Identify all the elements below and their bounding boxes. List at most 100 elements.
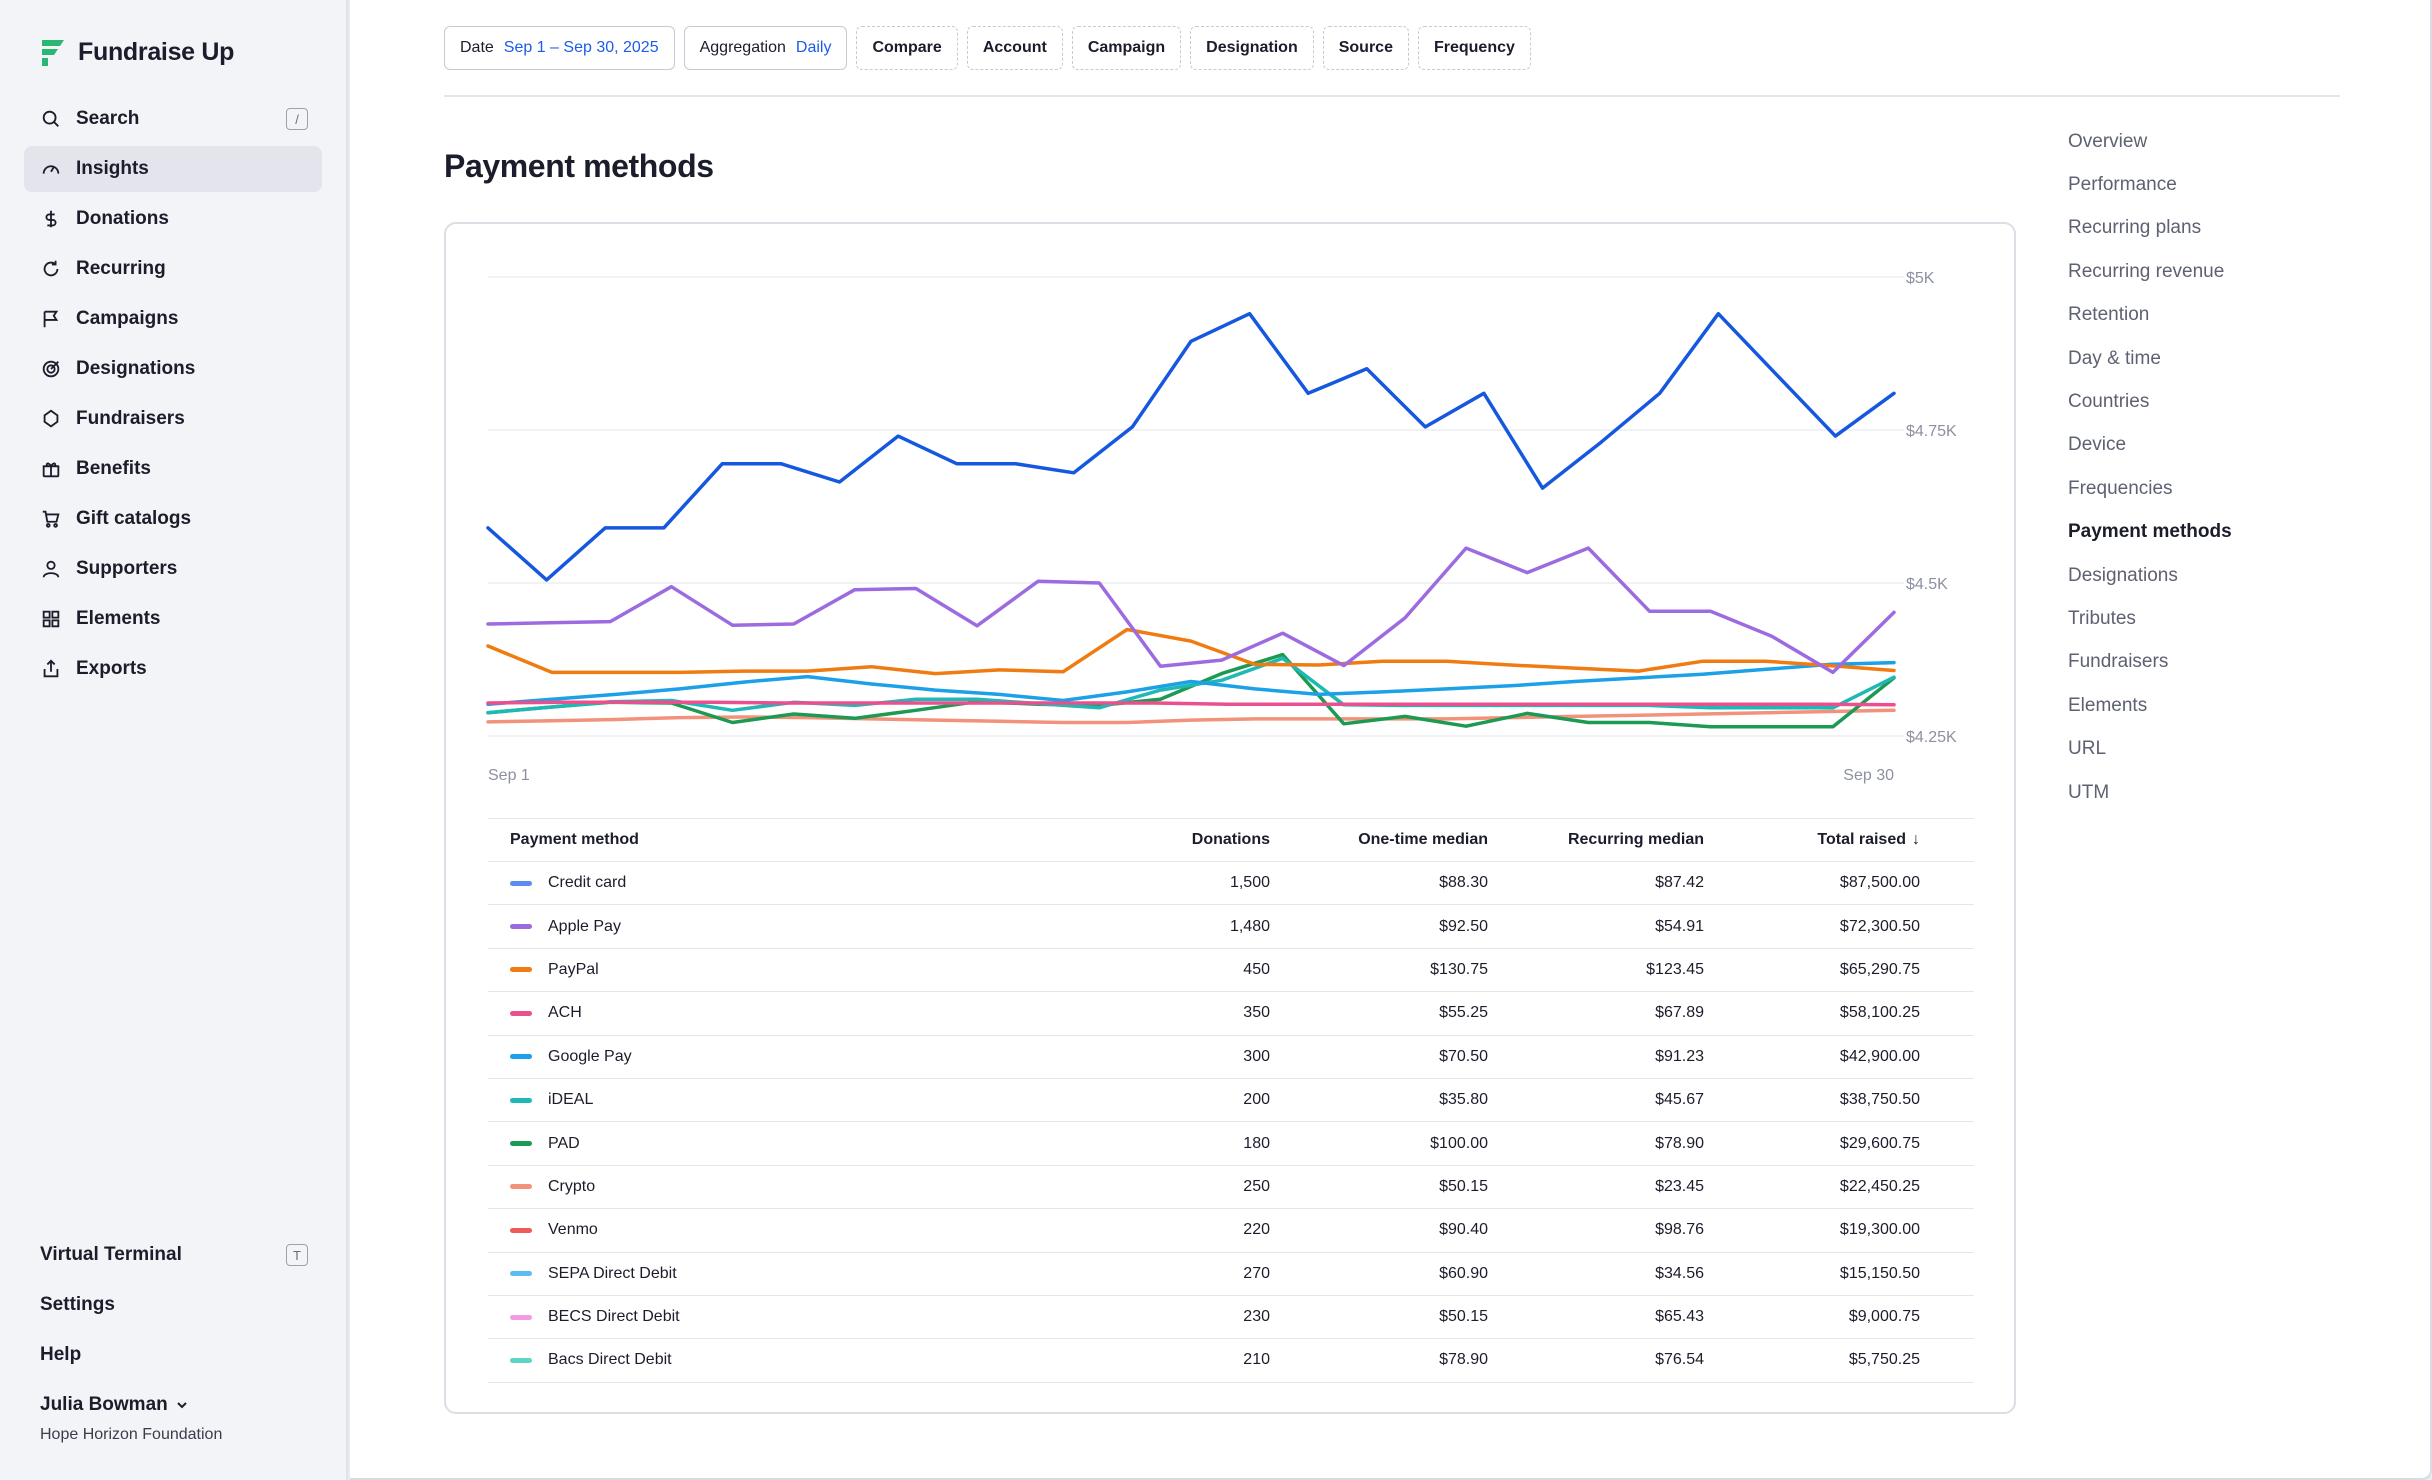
- series-swatch: [510, 1097, 532, 1103]
- section-link-designations[interactable]: Designations: [2068, 564, 2178, 586]
- cell-recurring-median: $34.56: [1655, 1264, 1704, 1282]
- section-link-elements[interactable]: Elements: [2068, 694, 2148, 716]
- series-line-credit-card[interactable]: [486, 311, 1896, 582]
- filter-compare[interactable]: Compare: [856, 26, 958, 70]
- cell-method: PayPal: [488, 961, 1088, 979]
- sidebar-item-label: Insights: [76, 158, 149, 179]
- search-icon: [40, 108, 62, 130]
- brand-logo[interactable]: Fundraise Up: [38, 34, 234, 70]
- section-link-retention[interactable]: Retention: [2068, 304, 2150, 326]
- col-header-total-label: Total raised: [1817, 831, 1906, 848]
- sidebar-item-gift-catalogs[interactable]: Gift catalogs: [24, 496, 322, 542]
- filter-campaign[interactable]: Campaign: [1071, 26, 1182, 70]
- sidebar-item-label: Recurring: [76, 258, 166, 279]
- cell-method: Crypto: [488, 1178, 1088, 1196]
- section-link-payment-methods[interactable]: Payment methods: [2068, 521, 2232, 543]
- table-row[interactable]: iDEAL 200 $35.80 $45.67 $38,750.50: [488, 1079, 1974, 1123]
- sidebar-item-insights[interactable]: Insights: [24, 146, 322, 192]
- table-row[interactable]: ACH 350 $55.25 $67.89 $58,100.25: [488, 992, 1974, 1036]
- sidebar-item-search[interactable]: Search /: [24, 96, 322, 142]
- series-swatch: [510, 1314, 532, 1320]
- sidebar-item-exports[interactable]: Exports: [24, 646, 322, 692]
- filter-date[interactable]: Date Sep 1 – Sep 30, 2025: [444, 26, 675, 70]
- sidebar-item-settings[interactable]: Settings: [24, 1282, 322, 1328]
- table-row[interactable]: PAD 180 $100.00 $78.90 $29,600.75: [488, 1122, 1974, 1166]
- table-row[interactable]: BECS Direct Debit 230 $50.15 $65.43 $9,000.7…: [488, 1296, 1974, 1340]
- sidebar-item-recurring[interactable]: Recurring: [24, 246, 322, 292]
- col-header-donations[interactable]: Donations: [1191, 831, 1270, 848]
- table-row[interactable]: PayPal 450 $130.75 $123.45 $65,290.75: [488, 949, 1974, 993]
- section-link-performance[interactable]: Performance: [2068, 174, 2177, 196]
- user-menu[interactable]: Julia Bowman Hope Horizon Foundation: [40, 1394, 222, 1444]
- sidebar-item-campaigns[interactable]: Campaigns: [24, 296, 322, 342]
- sidebar-item-fundraisers[interactable]: Fundraisers: [24, 396, 322, 442]
- series-line-google-pay[interactable]: [486, 660, 1896, 706]
- sidebar-item-benefits[interactable]: Benefits: [24, 446, 322, 492]
- sidebar-item-supporters[interactable]: Supporters: [24, 546, 322, 592]
- filter-label: Date: [460, 39, 494, 56]
- section-link-device[interactable]: Device: [2068, 434, 2127, 456]
- filter-source[interactable]: Source: [1322, 26, 1409, 70]
- cell-method: SEPA Direct Debit: [488, 1265, 1088, 1283]
- table-row[interactable]: SEPA Direct Debit 270 $60.90 $34.56 $15,150.…: [488, 1253, 1974, 1296]
- section-link-day-time[interactable]: Day & time: [2068, 347, 2161, 369]
- sidebar-item-label: Elements: [76, 608, 161, 629]
- col-header-recurring[interactable]: Recurring median: [1567, 831, 1704, 848]
- sidebar-item-donations[interactable]: Donations: [24, 196, 322, 242]
- section-link-countries[interactable]: Countries: [2068, 391, 2150, 413]
- method-name: SEPA Direct Debit: [548, 1264, 677, 1282]
- section-link-recurring-plans[interactable]: Recurring plans: [2068, 217, 2202, 239]
- filter-designation[interactable]: Designation: [1190, 26, 1314, 70]
- table-row[interactable]: Google Pay 300 $70.50 $91.23 $42,900.00: [488, 1036, 1974, 1079]
- section-link-recurring-revenue[interactable]: Recurring revenue: [2068, 260, 2225, 282]
- series-line-crypto[interactable]: [486, 708, 1896, 725]
- sidebar-item-elements[interactable]: Elements: [24, 596, 322, 642]
- section-nav: Overview Performance Recurring plans Recurr…: [2068, 120, 2232, 814]
- method-name: Bacs Direct Debit: [548, 1351, 672, 1369]
- logo-icon: [42, 40, 64, 66]
- cell-method: ACH: [488, 1004, 1088, 1022]
- cell-recurring-median: $54.91: [1655, 917, 1704, 935]
- col-header-method[interactable]: Payment method: [510, 831, 639, 848]
- section-link-utm[interactable]: UTM: [2068, 781, 2110, 803]
- table-row[interactable]: Credit card 1,500 $88.30 $87.42 $87,500.00: [488, 862, 1974, 906]
- cell-one-time-median: $70.50: [1439, 1047, 1488, 1065]
- sidebar-item-help[interactable]: Help: [24, 1332, 322, 1378]
- section-link-url[interactable]: URL: [2068, 738, 2107, 760]
- section-link-tributes[interactable]: Tributes: [2068, 607, 2136, 629]
- table-row[interactable]: Crypto 250 $50.15 $23.45 $22,450.25: [488, 1166, 1974, 1210]
- section-link-overview[interactable]: Overview: [2068, 130, 2148, 152]
- series-line-apple-pay[interactable]: [486, 546, 1896, 675]
- cell-method: Bacs Direct Debit: [488, 1351, 1088, 1369]
- cell-recurring-median: $98.76: [1655, 1221, 1704, 1239]
- section-link-frequencies[interactable]: Frequencies: [2068, 477, 2173, 499]
- series-swatch: [510, 1357, 532, 1363]
- cell-one-time-median: $35.80: [1439, 1091, 1488, 1109]
- x-tick-label-start: Sep 1: [488, 767, 530, 784]
- cell-total-raised: $9,000.75: [1848, 1308, 1920, 1326]
- cell-one-time-median: $50.15: [1439, 1308, 1488, 1326]
- series-line-paypal[interactable]: [486, 627, 1896, 676]
- table-row[interactable]: Bacs Direct Debit 210 $78.90 $76.54 $5,750.2…: [488, 1339, 1974, 1383]
- filter-frequency[interactable]: Frequency: [1417, 26, 1531, 70]
- sidebar-item-designations[interactable]: Designations: [24, 346, 322, 392]
- col-header-total[interactable]: Total raised ↓: [1704, 831, 1920, 849]
- table-row[interactable]: Venmo 220 $90.40 $98.76 $19,300.00: [488, 1209, 1974, 1253]
- chevron-down-icon: [177, 1402, 187, 1409]
- sidebar-item-virtual-terminal[interactable]: Virtual Terminal T: [24, 1232, 322, 1278]
- filter-aggregation[interactable]: Aggregation Daily: [683, 26, 848, 70]
- cell-donations: 250: [1243, 1177, 1270, 1195]
- cell-total-raised: $65,290.75: [1839, 960, 1920, 978]
- section-link-fundraisers[interactable]: Fundraisers: [2068, 651, 2169, 673]
- series-swatch: [510, 1054, 532, 1060]
- col-header-one-time[interactable]: One-time median: [1358, 831, 1488, 848]
- filter-account[interactable]: Account: [966, 26, 1063, 70]
- sidebar-item-label: Campaigns: [76, 308, 179, 329]
- method-name: BECS Direct Debit: [548, 1308, 680, 1326]
- cell-donations: 180: [1243, 1134, 1270, 1152]
- main-content: Date Sep 1 – Sep 30, 2025 Aggregation Da…: [350, 0, 2432, 1480]
- method-name: iDEAL: [548, 1091, 594, 1109]
- series-line-ach[interactable]: [486, 700, 1896, 707]
- table-row[interactable]: Apple Pay 1,480 $92.50 $54.91 $72,300.50: [488, 905, 1974, 949]
- cell-donations: 210: [1243, 1351, 1270, 1369]
